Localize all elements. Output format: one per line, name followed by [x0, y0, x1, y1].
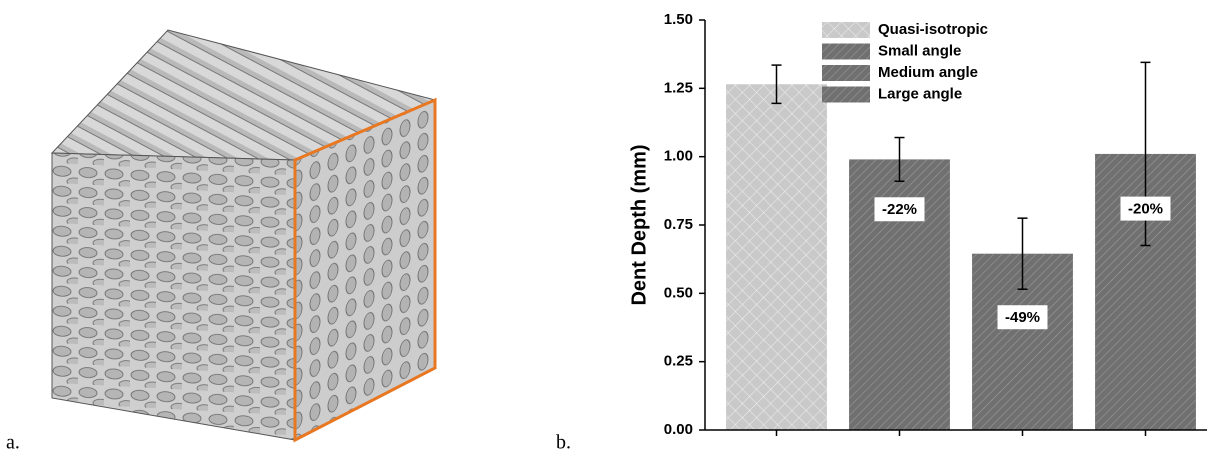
bar-texture [726, 84, 827, 430]
panel-label: a. [6, 432, 20, 454]
legend-label: Quasi-isotropic [878, 21, 988, 38]
cube-illustration [50, 29, 437, 443]
legend-label: Large angle [878, 85, 962, 102]
y-tick-label: 0.25 [664, 353, 693, 370]
legend-label: Small angle [878, 42, 961, 59]
legend-label: Medium angle [878, 64, 978, 81]
y-tick-label: 0.00 [664, 421, 693, 438]
annotation-box [1120, 196, 1171, 221]
legend-texture [822, 43, 870, 60]
y-tick-label: 0.50 [664, 284, 693, 301]
cube-front [51, 152, 296, 441]
y-tick-label: 1.00 [664, 148, 693, 165]
y-tick-label: 1.50 [664, 11, 693, 28]
legend-texture [822, 86, 870, 103]
y-axis-label: Dent Depth (mm) [628, 144, 650, 305]
annotation: -22% [882, 201, 917, 218]
annotation-box [874, 197, 925, 222]
annotation-box [997, 305, 1048, 330]
legend-texture [822, 65, 870, 81]
annotation: -49% [1005, 309, 1040, 326]
panel-label: b. [556, 432, 571, 454]
legend-texture [822, 22, 870, 38]
annotation: -20% [1128, 201, 1163, 218]
y-tick-label: 1.25 [664, 79, 693, 96]
y-tick-label: 0.75 [664, 216, 693, 233]
cube-side [293, 97, 437, 443]
